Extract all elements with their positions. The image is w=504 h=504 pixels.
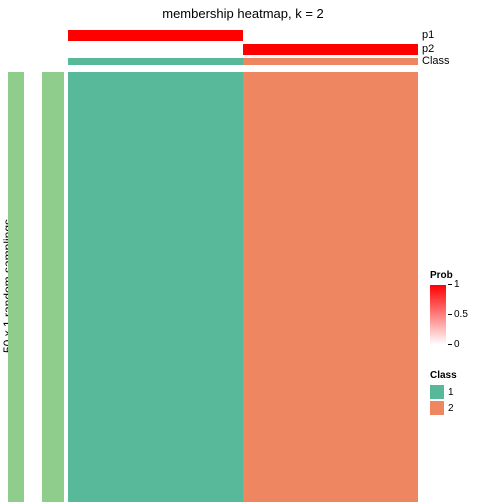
chart-title-text: membership heatmap, k = 2 [162, 6, 324, 21]
legend-prob-tick-label: 0.5 [454, 309, 468, 320]
heatmap-body [68, 72, 418, 502]
heatmap-column [68, 72, 243, 502]
legend-class-swatch [430, 401, 444, 415]
legend-prob-tick-label: 1 [454, 279, 460, 290]
annotation-label-class: Class [422, 55, 450, 67]
legend-class-item: 2 [430, 401, 457, 415]
legend-class-title: Class [430, 370, 457, 381]
annotation-bar-p1 [68, 30, 418, 41]
annotation-label-p1: p1 [422, 29, 434, 41]
annotation-segment [243, 30, 418, 41]
legend-prob-tick: 0 [448, 339, 460, 350]
annotation-segment [68, 44, 243, 55]
legend-class-swatch [430, 385, 444, 399]
annotation-segment [243, 58, 418, 65]
annotation-bar-class [68, 58, 418, 65]
annotation-segment [68, 58, 243, 65]
annotation-bar-p2 [68, 44, 418, 55]
legend-prob-tick-label: 0 [454, 339, 460, 350]
legend-prob: Prob 10.50 [430, 270, 453, 345]
legend-class-label: 2 [448, 403, 454, 414]
legend-prob-tick: 1 [448, 279, 460, 290]
legend-class: Class 12 [430, 370, 457, 417]
heatmap-column [243, 72, 418, 502]
sidebar-inner [42, 72, 64, 502]
annotation-segment [243, 44, 418, 55]
chart-title: membership heatmap, k = 2 [68, 6, 418, 21]
sidebar-outer [8, 72, 24, 502]
legend-class-label: 1 [448, 387, 454, 398]
legend-prob-tick: 0.5 [448, 309, 468, 320]
legend-class-item: 1 [430, 385, 457, 399]
legend-class-swatches: 12 [430, 385, 457, 415]
annotation-label-p2: p2 [422, 43, 434, 55]
annotation-segment [68, 30, 243, 41]
legend-prob-gradient [430, 285, 446, 345]
